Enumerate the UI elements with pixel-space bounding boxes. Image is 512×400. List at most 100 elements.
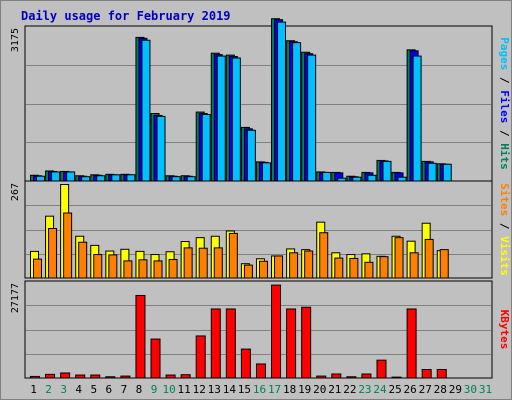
panel-top-frame: [24, 25, 493, 182]
bar-kbytes-day-12: [195, 335, 206, 379]
panel-mid-ymax-label: 267: [10, 183, 21, 201]
x-tick-label-30: 30: [464, 383, 477, 396]
bar-pages-day-2: [51, 171, 61, 182]
panel-bot-frame: [24, 280, 493, 379]
bar-kbytes-day-21: [331, 373, 342, 379]
bar-sites-day-22: [349, 257, 359, 279]
side-label-visits: Visits: [498, 236, 511, 276]
bar-sites-day-11: [183, 247, 193, 279]
panel-top-side-label: Pages / Files / Hits: [498, 37, 511, 170]
x-tick-label-23: 23: [358, 383, 371, 396]
bar-kbytes-day-8: [135, 294, 146, 379]
bar-pages-day-15: [246, 129, 256, 182]
bar-sites-day-13: [213, 247, 223, 279]
bar-kbytes-day-14: [225, 308, 236, 379]
bar-sites-day-8: [138, 259, 148, 279]
bar-pages-day-23: [367, 174, 377, 182]
bar-sites-day-12: [198, 247, 208, 279]
bar-sites-day-19: [304, 250, 314, 279]
side-label-sites: Sites: [498, 183, 511, 216]
bar-kbytes-day-6: [105, 376, 116, 379]
x-tick-label-31: 31: [479, 383, 492, 396]
bar-sites-day-27: [424, 238, 434, 279]
bar-pages-day-11: [186, 176, 196, 182]
x-tick-label-15: 15: [238, 383, 251, 396]
bar-pages-day-20: [322, 171, 332, 182]
bar-pages-day-25: [397, 176, 407, 182]
bar-sites-day-7: [123, 260, 133, 279]
x-tick-label-26: 26: [404, 383, 417, 396]
bar-sites-day-10: [168, 258, 178, 279]
x-tick-label-22: 22: [343, 383, 356, 396]
x-tick-label-24: 24: [373, 383, 387, 396]
bar-pages-day-26: [412, 55, 422, 182]
bar-sites-day-2: [48, 228, 58, 279]
bar-sites-day-26: [409, 252, 419, 279]
bar-kbytes-day-19: [301, 306, 312, 379]
bar-pages-day-28: [442, 163, 452, 182]
bar-kbytes-day-24: [376, 359, 387, 379]
chart-title: Daily usage for February 2019: [21, 9, 231, 23]
bar-pages-day-13: [216, 55, 226, 182]
bar-pages-day-14: [231, 57, 241, 182]
side-label-files: Files: [498, 90, 511, 123]
bar-kbytes-day-13: [210, 308, 221, 379]
bar-pages-day-9: [156, 115, 166, 182]
bar-kbytes-day-3: [60, 372, 71, 379]
bar-kbytes-day-23: [361, 373, 372, 379]
x-tick-label-18: 18: [283, 383, 296, 396]
x-tick-label-10: 10: [162, 383, 175, 396]
bar-pages-day-17: [277, 21, 287, 182]
bar-pages-day-1: [36, 175, 45, 182]
bar-kbytes-day-11: [180, 374, 191, 379]
x-tick-label-14: 14: [223, 383, 237, 396]
bar-kbytes-day-5: [90, 374, 101, 379]
bar-pages-day-24: [382, 160, 392, 182]
panel-bot-ymax-label: 27177: [10, 283, 21, 313]
x-tick-label-20: 20: [313, 383, 326, 396]
x-tick-label-2: 2: [45, 383, 52, 396]
bar-sites-day-23: [364, 261, 374, 279]
x-tick-label-16: 16: [253, 383, 266, 396]
bar-kbytes-day-17: [271, 284, 282, 379]
bar-sites-day-24: [379, 256, 389, 279]
bar-pages-day-16: [261, 162, 271, 182]
bar-pages-day-4: [81, 176, 91, 182]
x-tick-label-28: 28: [434, 383, 447, 396]
x-tick-label-1: 1: [30, 383, 37, 396]
bar-kbytes-day-1: [30, 375, 40, 379]
bar-sites-day-21: [334, 257, 344, 279]
side-label-pages: Pages: [498, 37, 511, 70]
bar-pages-day-5: [96, 175, 106, 182]
bar-sites-day-4: [78, 241, 88, 279]
bar-kbytes-day-10: [165, 374, 176, 379]
bar-pages-day-19: [307, 54, 317, 182]
bar-pages-day-27: [427, 162, 437, 182]
bar-sites-day-28: [439, 249, 449, 279]
panel-bot-side-label: KBytes: [498, 310, 511, 350]
x-tick-label-21: 21: [328, 383, 341, 396]
bar-pages-day-3: [66, 171, 76, 182]
bar-kbytes-day-9: [150, 338, 161, 379]
x-tick-label-9: 9: [151, 383, 158, 396]
bar-kbytes-day-2: [45, 373, 56, 379]
x-tick-label-12: 12: [193, 383, 206, 396]
x-tick-label-17: 17: [268, 383, 281, 396]
x-tick-label-4: 4: [75, 383, 82, 396]
bar-kbytes-day-18: [286, 308, 297, 379]
x-tick-label-13: 13: [208, 383, 221, 396]
bar-kbytes-day-26: [406, 308, 417, 379]
x-tick-label-5: 5: [90, 383, 97, 396]
bar-kbytes-day-28: [436, 369, 447, 379]
bar-sites-day-6: [108, 254, 118, 279]
side-label-kbytes: KBytes: [498, 310, 511, 350]
x-tick-label-27: 27: [419, 383, 432, 396]
bar-sites-day-16: [258, 260, 268, 279]
bar-sites-day-15: [243, 264, 253, 279]
x-tick-label-7: 7: [121, 383, 128, 396]
bar-kbytes-day-25: [391, 376, 402, 379]
x-tick-label-3: 3: [60, 383, 67, 396]
bar-sites-day-20: [319, 232, 329, 279]
